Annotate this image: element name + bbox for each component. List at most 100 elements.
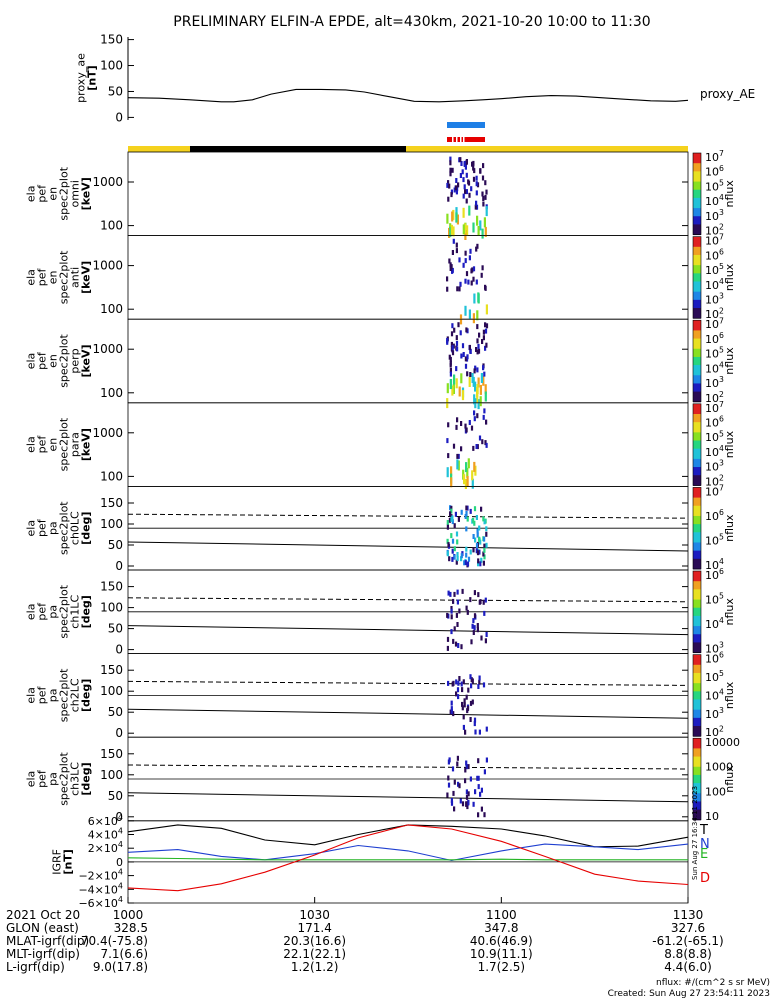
colorbar-tick-label: 106 bbox=[705, 164, 724, 179]
colorbar-cell bbox=[693, 615, 701, 619]
spectrogram-pixel bbox=[482, 365, 485, 371]
ephemeris-value: 1.7(2.5) bbox=[478, 960, 526, 974]
spectrogram-pixel bbox=[463, 702, 466, 708]
spectrogram-pixel bbox=[478, 332, 481, 338]
spectrogram-pixel bbox=[450, 508, 453, 514]
spectrogram-pixel bbox=[480, 506, 483, 512]
spectrogram-pixel bbox=[473, 394, 476, 405]
spectrogram-pixel bbox=[447, 775, 450, 781]
spectrogram-pixel bbox=[482, 551, 485, 557]
colorbar-cell bbox=[693, 348, 701, 352]
spectrogram-pixel bbox=[450, 533, 453, 539]
colorbar-cell bbox=[693, 462, 701, 466]
colorbar-cell bbox=[693, 324, 701, 327]
spectrogram-pixel bbox=[466, 354, 469, 360]
colorbar-tick-label: 104 bbox=[705, 193, 724, 208]
spectrogram-pixel bbox=[453, 554, 456, 560]
colorbar-cell bbox=[693, 709, 701, 713]
spectrogram-pixel bbox=[484, 384, 487, 395]
colorbar-cell bbox=[693, 687, 701, 690]
spectrogram-pixel bbox=[483, 610, 486, 616]
colorbar-cell bbox=[693, 744, 701, 747]
colorbar-cell bbox=[693, 214, 701, 217]
spectrogram-pixel bbox=[484, 345, 487, 351]
colorbar-cell bbox=[693, 507, 701, 511]
spectrogram-pixel bbox=[453, 327, 456, 333]
colorbar-cell bbox=[693, 505, 701, 509]
ephemeris-row-label: GLON (east) bbox=[6, 921, 79, 935]
spectrogram-pixel bbox=[460, 421, 463, 426]
spectrogram-pixel bbox=[450, 700, 453, 706]
colorbar-cell bbox=[693, 301, 701, 305]
ephemeris-value: -61.2(-65.1) bbox=[652, 934, 723, 948]
spectrogram-pixel bbox=[450, 189, 453, 195]
colorbar-cell bbox=[693, 774, 701, 778]
colorbar-cell bbox=[693, 787, 701, 790]
ephemeris-value: 4.4(6.0) bbox=[664, 960, 712, 974]
colorbar-cell bbox=[693, 566, 701, 570]
colorbar-cell bbox=[693, 648, 701, 652]
colorbar-cell bbox=[693, 803, 701, 807]
spectrogram-pixel bbox=[475, 347, 478, 352]
colorbar-cell bbox=[693, 303, 701, 307]
colorbar-cell bbox=[693, 330, 701, 333]
colorbar-cell bbox=[693, 383, 701, 386]
spectrogram-pixel bbox=[459, 281, 462, 287]
spectrogram-pixel bbox=[455, 691, 458, 697]
colorbar-cell bbox=[693, 795, 701, 798]
colorbar-cell bbox=[693, 764, 701, 768]
colorbar-cell bbox=[693, 185, 701, 189]
spectrogram-pixel bbox=[462, 724, 465, 730]
spectrogram-pixel bbox=[452, 384, 455, 394]
anti-loss-cone-line bbox=[127, 597, 689, 603]
colorbar-cell bbox=[693, 265, 701, 268]
colorbar-cell bbox=[693, 446, 701, 450]
spectrogram-pixel bbox=[477, 399, 480, 410]
spectrogram-pixel bbox=[465, 271, 469, 277]
colorbar-cell bbox=[693, 573, 701, 576]
colorbar-cell bbox=[693, 705, 701, 709]
spectrogram-pixel bbox=[465, 526, 468, 532]
spectrogram-pixel bbox=[467, 179, 470, 185]
spectrogram-pixel bbox=[476, 338, 479, 344]
colorbar-cell bbox=[693, 697, 701, 700]
spectrogram-pixel bbox=[485, 542, 488, 548]
spectrogram-pixel bbox=[467, 800, 470, 806]
spectrogram-pixel bbox=[448, 183, 451, 189]
colorbar-cell bbox=[693, 193, 701, 197]
colorbar-cell bbox=[693, 701, 701, 705]
spectrogram-pixel bbox=[476, 310, 479, 321]
spectrogram-pixel bbox=[449, 360, 452, 366]
spectrogram-pixel bbox=[473, 613, 477, 619]
colorbar-cell bbox=[693, 797, 701, 800]
spectrogram-pixel bbox=[477, 292, 480, 303]
colorbar-cell bbox=[693, 717, 701, 721]
colorbar-cell bbox=[693, 503, 701, 507]
colorbar-cell bbox=[693, 242, 701, 246]
colorbar-cell bbox=[693, 626, 701, 629]
panels: 150100500proxy_AEproxy_ae[nT]elapefenspe… bbox=[25, 33, 756, 922]
colorbar-label: nflux bbox=[723, 430, 736, 458]
spectrogram-pixel bbox=[467, 458, 470, 469]
spectrogram-pixel bbox=[465, 427, 468, 433]
colorbar-label: nflux bbox=[723, 681, 736, 709]
colorbar-cell bbox=[693, 169, 701, 172]
colorbar-cell bbox=[693, 293, 701, 297]
colorbar-cell bbox=[693, 672, 701, 676]
ephemeris-value: 40.6(46.9) bbox=[470, 934, 533, 948]
spectrogram-pixel bbox=[456, 761, 459, 767]
spectrogram-pixel bbox=[473, 520, 476, 526]
colorbar-cell bbox=[693, 314, 701, 317]
spectrogram-pixel bbox=[468, 420, 471, 425]
spectrogram-pixel bbox=[467, 556, 471, 562]
colorbar-cell bbox=[693, 499, 701, 503]
spectrogram-pixel bbox=[485, 726, 488, 732]
spectrogram-pixel bbox=[481, 191, 484, 197]
igrf-legend-T: T bbox=[699, 823, 708, 838]
spectrogram-pixel bbox=[477, 343, 480, 349]
spectrogram-pixel bbox=[452, 790, 455, 796]
spectrogram-pixel bbox=[449, 226, 452, 237]
spectrogram-pixel bbox=[449, 591, 452, 597]
spectrogram-pixel bbox=[456, 417, 459, 423]
